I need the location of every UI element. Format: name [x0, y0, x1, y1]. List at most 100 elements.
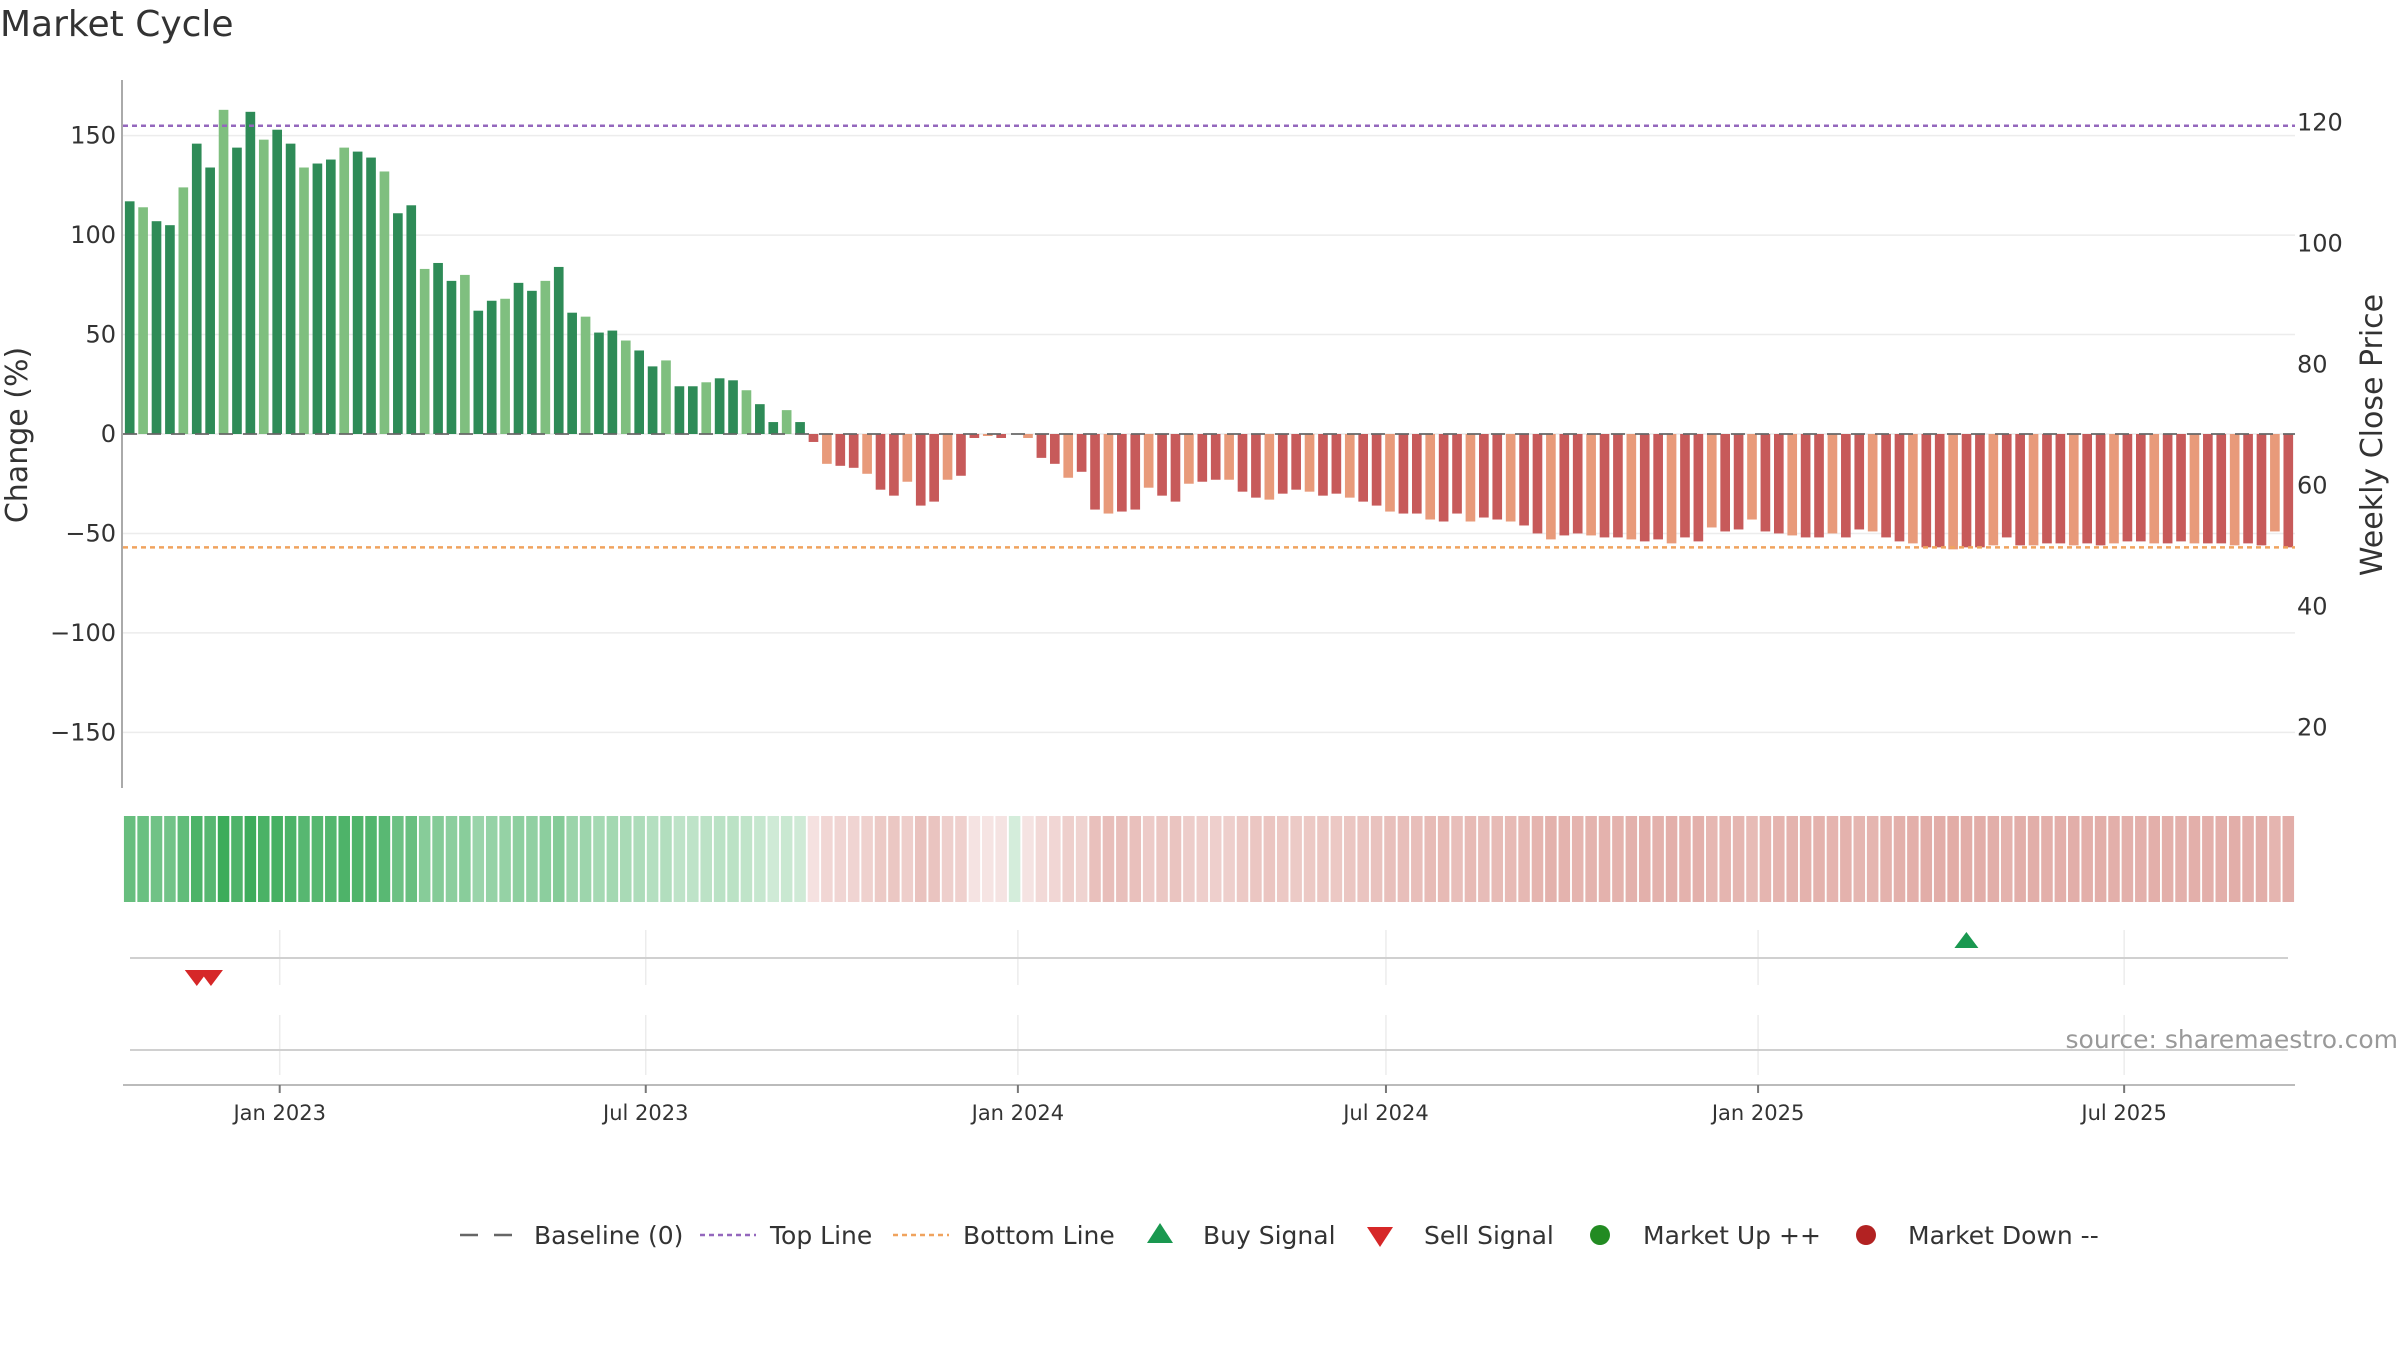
change-bar — [996, 434, 1007, 438]
market-strip-cell — [1907, 816, 1919, 902]
market-strip-cell — [1022, 816, 1034, 902]
market-strip-cell — [164, 816, 176, 902]
change-bar — [1170, 434, 1181, 502]
y2-axis-label: Weekly Close Price — [2355, 294, 2390, 576]
market-strip-cell — [2121, 816, 2134, 902]
change-bar — [956, 434, 966, 476]
market-strip-cell — [1719, 816, 1731, 902]
change-bar — [1371, 434, 1382, 506]
change-bar — [1881, 434, 1891, 538]
change-bar — [1197, 434, 1208, 482]
market-strip-cell — [620, 816, 632, 902]
market-strip-cell — [284, 816, 297, 902]
change-bar — [1532, 434, 1543, 534]
market-strip-cell — [1692, 816, 1705, 902]
change-bar — [2162, 434, 2173, 544]
legend-label: Market Up ++ — [1643, 1221, 1821, 1250]
market-strip-cell — [1276, 816, 1289, 902]
market-strip-cell — [593, 816, 605, 902]
market-strip-cell — [606, 816, 619, 902]
market-strip-cell — [552, 816, 565, 902]
market-strip-cell — [861, 816, 873, 902]
change-bar — [1063, 434, 1074, 478]
change-bar — [527, 290, 537, 434]
market-strip-cell — [2175, 816, 2187, 902]
market-strip-cell — [1853, 816, 1866, 902]
change-bar — [1184, 434, 1194, 484]
change-bar — [406, 205, 417, 434]
y2-tick-label: 20 — [2297, 713, 2328, 741]
change-bar — [2042, 434, 2052, 544]
legend: Baseline (0) Top Line Bottom Line Buy Signa… — [460, 1221, 2099, 1250]
change-bar — [1264, 434, 1275, 500]
market-strip-cell — [1571, 816, 1584, 902]
market-strip-cell — [1451, 816, 1463, 902]
market-strip-cell — [244, 816, 257, 902]
change-bar — [553, 266, 564, 434]
change-bar — [1934, 434, 1945, 548]
market-strip-cell — [271, 816, 283, 902]
change-bar — [2122, 434, 2133, 542]
market-strip-cell — [1129, 816, 1142, 902]
market-strip-cell — [982, 816, 994, 902]
change-bar — [835, 434, 846, 466]
change-bar — [2270, 434, 2280, 532]
x-tick-label: Jul 2025 — [2079, 1101, 2166, 1125]
market-strip-cell — [150, 816, 163, 902]
change-bar — [862, 434, 872, 474]
market-strip-cell — [1518, 816, 1530, 902]
y-tick-label: 100 — [70, 221, 116, 249]
market-strip-cell — [137, 816, 149, 902]
change-bar — [714, 378, 725, 434]
change-bar — [446, 280, 457, 434]
reference-lines — [123, 124, 2295, 549]
market-strip-cell — [821, 816, 833, 902]
change-bar — [366, 157, 376, 434]
sell-signal-marker — [198, 970, 223, 986]
market-strip-cell — [1759, 816, 1772, 902]
market-strip-cell — [1102, 816, 1115, 902]
market-strip-cell — [1437, 816, 1450, 902]
change-bar — [1867, 434, 1878, 532]
change-bar — [1760, 434, 1771, 532]
market-strip-cell — [1236, 816, 1249, 902]
market-strip-cell — [1866, 816, 1879, 902]
change-bar — [701, 382, 712, 434]
market-strip-cell — [1652, 816, 1664, 902]
change-bar — [1452, 434, 1462, 514]
change-bar — [1411, 434, 1422, 514]
change-bars — [124, 109, 2294, 550]
market-strip-cell — [847, 816, 860, 902]
x-tick-label: Jan 2024 — [970, 1101, 1065, 1125]
change-bar — [1921, 434, 1932, 548]
change-bar — [1787, 434, 1798, 536]
change-bar — [1358, 434, 1369, 502]
market-strip-cell — [2027, 816, 2040, 902]
change-bar — [1385, 434, 1395, 512]
market-strip-cell — [311, 816, 324, 902]
legend-label: Baseline (0) — [534, 1221, 683, 1250]
market-strip-cell — [1397, 816, 1410, 902]
market-strip-cell — [1933, 816, 1946, 902]
change-bar — [165, 225, 175, 434]
legend-swatch-market — [1590, 1225, 1610, 1245]
legend-label: Bottom Line — [963, 1221, 1115, 1250]
change-bar — [1706, 434, 1717, 528]
market-strip-cell — [378, 816, 391, 902]
market-strip-cell — [1357, 816, 1369, 902]
change-bar — [741, 390, 752, 434]
change-bar — [1157, 434, 1167, 496]
change-bar — [1747, 434, 1757, 520]
market-strip-cell — [1947, 816, 1959, 902]
change-bar — [1841, 434, 1851, 538]
change-bar — [379, 171, 390, 435]
change-bar — [1680, 434, 1690, 538]
change-bar — [2135, 434, 2146, 542]
change-bar — [393, 213, 403, 434]
signal-panel — [130, 930, 2288, 1075]
change-bar — [1894, 434, 1905, 542]
market-strip-cell — [1209, 816, 1222, 902]
market-strip-cell — [472, 816, 485, 902]
y-tick-label: −100 — [50, 619, 116, 647]
change-bar — [1492, 434, 1503, 520]
